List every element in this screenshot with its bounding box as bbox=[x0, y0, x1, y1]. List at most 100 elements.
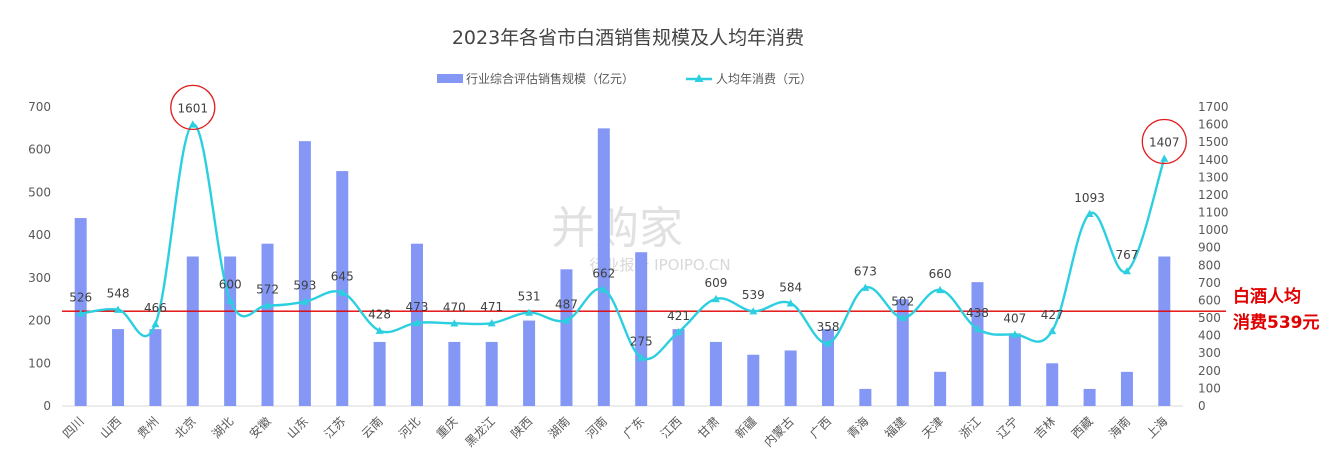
chart-title: 2023年各省市白酒销售规模及人均年消费 bbox=[452, 27, 804, 49]
line-point bbox=[1048, 326, 1057, 335]
line-point bbox=[1085, 209, 1094, 217]
y-right-tick-label: 400 bbox=[1198, 329, 1221, 343]
bar bbox=[1158, 256, 1171, 406]
legend-bar-swatch bbox=[437, 74, 463, 83]
bar bbox=[485, 341, 498, 406]
legend-line-label: 人均年消费（元） bbox=[716, 72, 812, 86]
x-tick-label: 安徽 bbox=[246, 414, 274, 442]
line-point bbox=[1122, 267, 1131, 275]
line-point bbox=[412, 318, 421, 327]
data-label: 1407 bbox=[1149, 136, 1180, 150]
y-right-tick-label: 1100 bbox=[1198, 206, 1229, 220]
x-tick-label: 福建 bbox=[881, 414, 909, 442]
data-label: 471 bbox=[480, 300, 503, 314]
y-left-tick-label: 0 bbox=[43, 399, 51, 413]
data-label: 427 bbox=[1041, 308, 1064, 322]
y-right-tick-label: 500 bbox=[1198, 311, 1221, 325]
x-tick-label: 江苏 bbox=[321, 414, 348, 441]
data-label: 609 bbox=[704, 276, 727, 290]
y-right-tick-label: 600 bbox=[1198, 293, 1221, 307]
x-tick-label: 浙江 bbox=[957, 414, 984, 441]
y-right-tick-label: 1400 bbox=[1198, 153, 1229, 167]
line-point bbox=[973, 324, 982, 333]
y-left-tick-label: 500 bbox=[28, 185, 51, 199]
data-label: 584 bbox=[779, 280, 802, 294]
line-point bbox=[1160, 154, 1169, 162]
x-tick-label: 吉林 bbox=[1031, 414, 1058, 441]
data-label: 407 bbox=[1003, 311, 1026, 325]
highlight-circle bbox=[1141, 118, 1187, 165]
bar bbox=[448, 341, 461, 406]
bar bbox=[298, 141, 311, 406]
legend: 行业综合评估销售规模（亿元） 人均年消费（元） bbox=[437, 71, 812, 86]
line-point bbox=[375, 326, 384, 334]
data-label: 466 bbox=[144, 301, 167, 315]
line-point bbox=[76, 309, 85, 317]
bar bbox=[1120, 371, 1133, 406]
data-label: 487 bbox=[555, 297, 578, 311]
x-tick-label: 重庆 bbox=[434, 414, 461, 441]
y-left-tick-label: 700 bbox=[28, 100, 51, 114]
line-point bbox=[637, 353, 646, 361]
y-right-tick-label: 700 bbox=[1198, 276, 1221, 290]
data-label: 1601 bbox=[178, 101, 209, 115]
bar bbox=[709, 341, 722, 406]
bar bbox=[261, 243, 274, 406]
x-tick-label: 陕西 bbox=[508, 414, 536, 442]
line-point bbox=[188, 120, 197, 128]
line-point bbox=[263, 301, 272, 309]
y-right-tick-label: 1700 bbox=[1198, 100, 1229, 114]
data-label: 600 bbox=[219, 277, 242, 291]
bar bbox=[672, 329, 685, 406]
x-tick-label: 青海 bbox=[844, 414, 872, 442]
y-right-tick-label: 800 bbox=[1198, 258, 1221, 272]
line-point bbox=[151, 320, 160, 328]
bar bbox=[597, 128, 610, 406]
x-tick-label: 广东 bbox=[620, 414, 647, 441]
data-label: 1093 bbox=[1074, 191, 1105, 205]
line-point bbox=[338, 288, 347, 296]
x-tick-label: 海南 bbox=[1105, 414, 1133, 442]
line-series bbox=[76, 120, 1169, 361]
data-label: 767 bbox=[1115, 248, 1138, 262]
x-tick-label: 江西 bbox=[658, 414, 685, 441]
bar bbox=[149, 329, 162, 406]
x-tick-label: 河南 bbox=[582, 414, 610, 442]
x-tick-label: 内蒙古 bbox=[761, 414, 797, 450]
bar bbox=[186, 256, 199, 406]
x-tick-label: 山东 bbox=[284, 414, 311, 441]
x-tick-label: 云南 bbox=[358, 414, 386, 442]
bar bbox=[373, 341, 386, 406]
line-point bbox=[936, 285, 945, 294]
y-left-tick-label: 600 bbox=[28, 143, 51, 157]
data-label: 660 bbox=[929, 267, 952, 281]
x-tick-label: 新疆 bbox=[732, 414, 760, 442]
line-point bbox=[1010, 330, 1019, 338]
legend-line-marker bbox=[694, 74, 704, 82]
line-point bbox=[711, 294, 720, 303]
bar bbox=[971, 282, 984, 406]
y-right-tick-label: 1600 bbox=[1198, 118, 1229, 132]
data-label: 673 bbox=[854, 265, 877, 279]
highlight-circles bbox=[170, 84, 1187, 165]
y-right-tick-label: 100 bbox=[1198, 381, 1221, 395]
bar bbox=[1046, 363, 1059, 406]
x-tick-label: 湖北 bbox=[209, 414, 237, 442]
line-point bbox=[562, 316, 571, 324]
data-label: 645 bbox=[331, 270, 354, 284]
highlight-circle bbox=[170, 84, 216, 131]
y-right-tick-label: 0 bbox=[1198, 399, 1206, 413]
bar bbox=[822, 329, 835, 406]
x-tick-label: 天津 bbox=[919, 414, 946, 441]
x-tick-label: 甘肃 bbox=[695, 414, 722, 441]
y-right-tick-label: 1000 bbox=[1198, 223, 1229, 237]
line-point bbox=[824, 339, 833, 347]
data-label: 438 bbox=[966, 306, 989, 320]
y-right-tick-label: 200 bbox=[1198, 364, 1221, 378]
y-right-tick-label: 1300 bbox=[1198, 170, 1229, 184]
y-left-tick-label: 100 bbox=[28, 356, 51, 370]
x-tick-label: 广西 bbox=[807, 414, 834, 441]
data-label: 548 bbox=[107, 287, 130, 301]
